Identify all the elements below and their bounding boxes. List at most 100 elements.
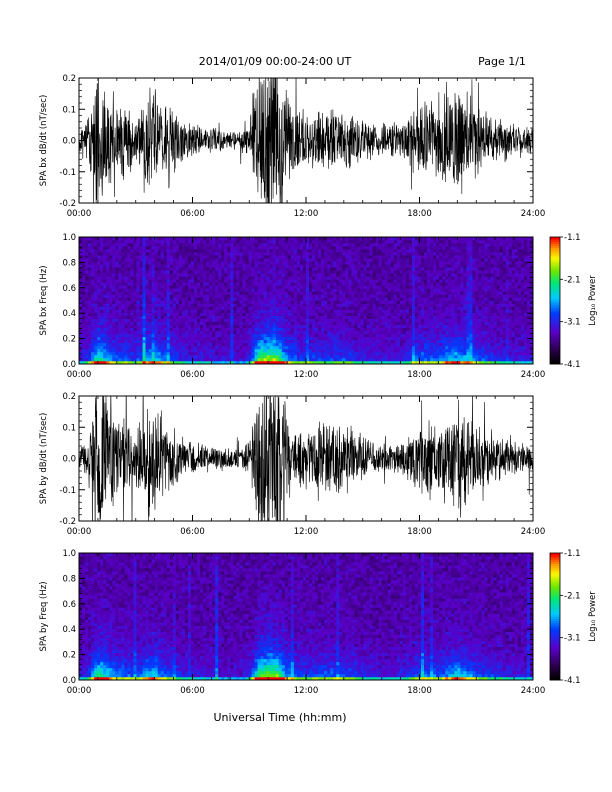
g-spec-bx-cell xyxy=(251,291,255,295)
g-spec-bx-cell xyxy=(236,357,240,362)
g-spec-bx-cell xyxy=(221,330,225,335)
g-spec-bx-cell xyxy=(160,345,165,350)
g-spec-bx-cell xyxy=(236,354,240,359)
g-spec-bx-cell xyxy=(212,240,216,244)
g-spec-bx-cell xyxy=(296,336,301,341)
g-spec-bx-cell xyxy=(396,258,401,262)
g-spec-bx-cell xyxy=(269,357,274,362)
g-spec-bx-cell xyxy=(233,312,237,316)
g-spec-bx-cell xyxy=(324,258,328,262)
g-spec-bx-cell xyxy=(299,246,304,250)
g-spec-bx-cell xyxy=(209,252,213,256)
g-spec-bx-cell xyxy=(287,315,292,319)
g-spec-bx-cell xyxy=(318,351,322,356)
g-spec-bx-cell xyxy=(115,300,119,304)
g-spec-bx-cell xyxy=(387,258,392,262)
g-spec-bx-cell xyxy=(390,360,395,365)
g-spec-bx-cell xyxy=(142,315,146,319)
g-spec-bx-cell xyxy=(194,360,198,365)
g-spec-bx-cell xyxy=(302,255,307,259)
g-spec-bx-cell xyxy=(145,306,149,310)
g-spec-bx-cell xyxy=(421,255,425,259)
g-spec-bx-cell xyxy=(302,330,307,335)
g-spec-bx-cell xyxy=(245,327,249,332)
g-spec-bx-cell xyxy=(290,276,295,280)
g-spec-bx-cell xyxy=(336,330,340,335)
g-spec-bx-cell xyxy=(363,309,367,313)
g-spec-bx-cell xyxy=(430,333,434,338)
g-spec-bx-cell xyxy=(427,273,431,277)
g-spec-bx-cell xyxy=(79,360,83,365)
g-spec-bx-cell xyxy=(242,303,246,307)
g-spec-bx-cell xyxy=(133,297,137,301)
g-spec-bx-cell xyxy=(172,255,177,259)
g-spec-bx-cell xyxy=(296,258,301,262)
g-spec-bx-cell xyxy=(263,285,267,289)
g-spec-bx-cell xyxy=(209,351,213,356)
g-spec-bx-cell xyxy=(209,345,213,350)
g-spec-bx-cell xyxy=(236,318,240,322)
g-spec-bx-cell xyxy=(278,297,283,301)
g-spec-bx-cell xyxy=(269,300,274,304)
g-spec-bx-cell xyxy=(357,237,361,241)
g-spec-bx-cell xyxy=(290,270,295,274)
g-spec-bx-cell xyxy=(257,330,261,335)
g-spec-bx-cell xyxy=(187,246,192,250)
g-spec-bx-cell xyxy=(221,246,225,250)
g-spec-bx-cell xyxy=(118,312,122,316)
g-spec-bx-cell xyxy=(336,351,340,356)
g-spec-bx-cell xyxy=(251,300,255,304)
g-spec-bx-cell xyxy=(100,273,104,277)
g-spec-bx-cell xyxy=(324,306,328,310)
g-spec-bx-cell xyxy=(405,261,410,265)
g-spec-bx-cell xyxy=(97,282,101,286)
g-spec-bx-cell xyxy=(169,327,174,332)
g-spec-bx-cell xyxy=(103,288,107,292)
g-spec-bx-cell xyxy=(233,321,237,325)
g-spec-bx-cell xyxy=(178,321,183,325)
g-spec-bx-cell xyxy=(163,291,168,295)
g-spec-bx-cell xyxy=(127,348,131,353)
g-spec-bx-cell xyxy=(427,336,431,341)
g-spec-bx-cell xyxy=(275,333,280,338)
g-spec-bx-cell xyxy=(348,288,352,292)
g-spec-bx-cell xyxy=(266,354,270,359)
g-spec-bx-cell xyxy=(224,300,228,304)
g-spec-bx-cell xyxy=(103,285,107,289)
g-spec-bx-cell xyxy=(309,306,313,310)
g-spec-bx-cell xyxy=(227,249,231,253)
g-spec-bx-cell xyxy=(157,294,162,298)
g-spec-bx-cell xyxy=(157,321,162,325)
g-spec-bx-cell xyxy=(178,315,183,319)
g-spec-bx-cell xyxy=(178,324,183,329)
g-spec-bx-cell xyxy=(399,348,404,353)
g-spec-bx-cell xyxy=(293,264,298,268)
g-spec-bx-cell xyxy=(151,339,155,344)
g-spec-bx-cell xyxy=(97,318,101,322)
g-spec-bx-cell xyxy=(248,315,252,319)
g-spec-bx-cell xyxy=(236,285,240,289)
g-spec-bx-cell xyxy=(97,345,101,350)
g-spec-bx-cell xyxy=(248,264,252,268)
g-spec-bx-cell xyxy=(172,318,177,322)
g-spec-bx-cell xyxy=(142,249,146,253)
g-spec-bx-cell xyxy=(390,351,395,356)
g-spec-bx-cell xyxy=(218,348,222,353)
g-spec-bx-cell xyxy=(312,309,316,313)
g-spec-bx-cell xyxy=(239,267,243,271)
g-spec-bx-cell xyxy=(139,264,143,268)
g-spec-bx-cell xyxy=(330,336,334,341)
g-spec-bx-cell xyxy=(281,240,286,244)
g-spec-bx-cell xyxy=(215,300,219,304)
g-spec-bx-cell xyxy=(154,237,158,241)
g-spec-bx-cell xyxy=(333,357,337,362)
g-spec-bx-cell xyxy=(345,321,349,325)
g-spec-bx-cell xyxy=(194,288,198,292)
g-spec-bx-cell xyxy=(151,282,155,286)
g-spec-bx-cell xyxy=(239,285,243,289)
g-spec-bx-cell xyxy=(315,357,319,362)
g-spec-bx-cell xyxy=(263,342,267,347)
g-spec-bx-cell xyxy=(254,270,258,274)
g-spec-bx-cell xyxy=(160,282,165,286)
g-spec-bx-cell xyxy=(221,306,225,310)
